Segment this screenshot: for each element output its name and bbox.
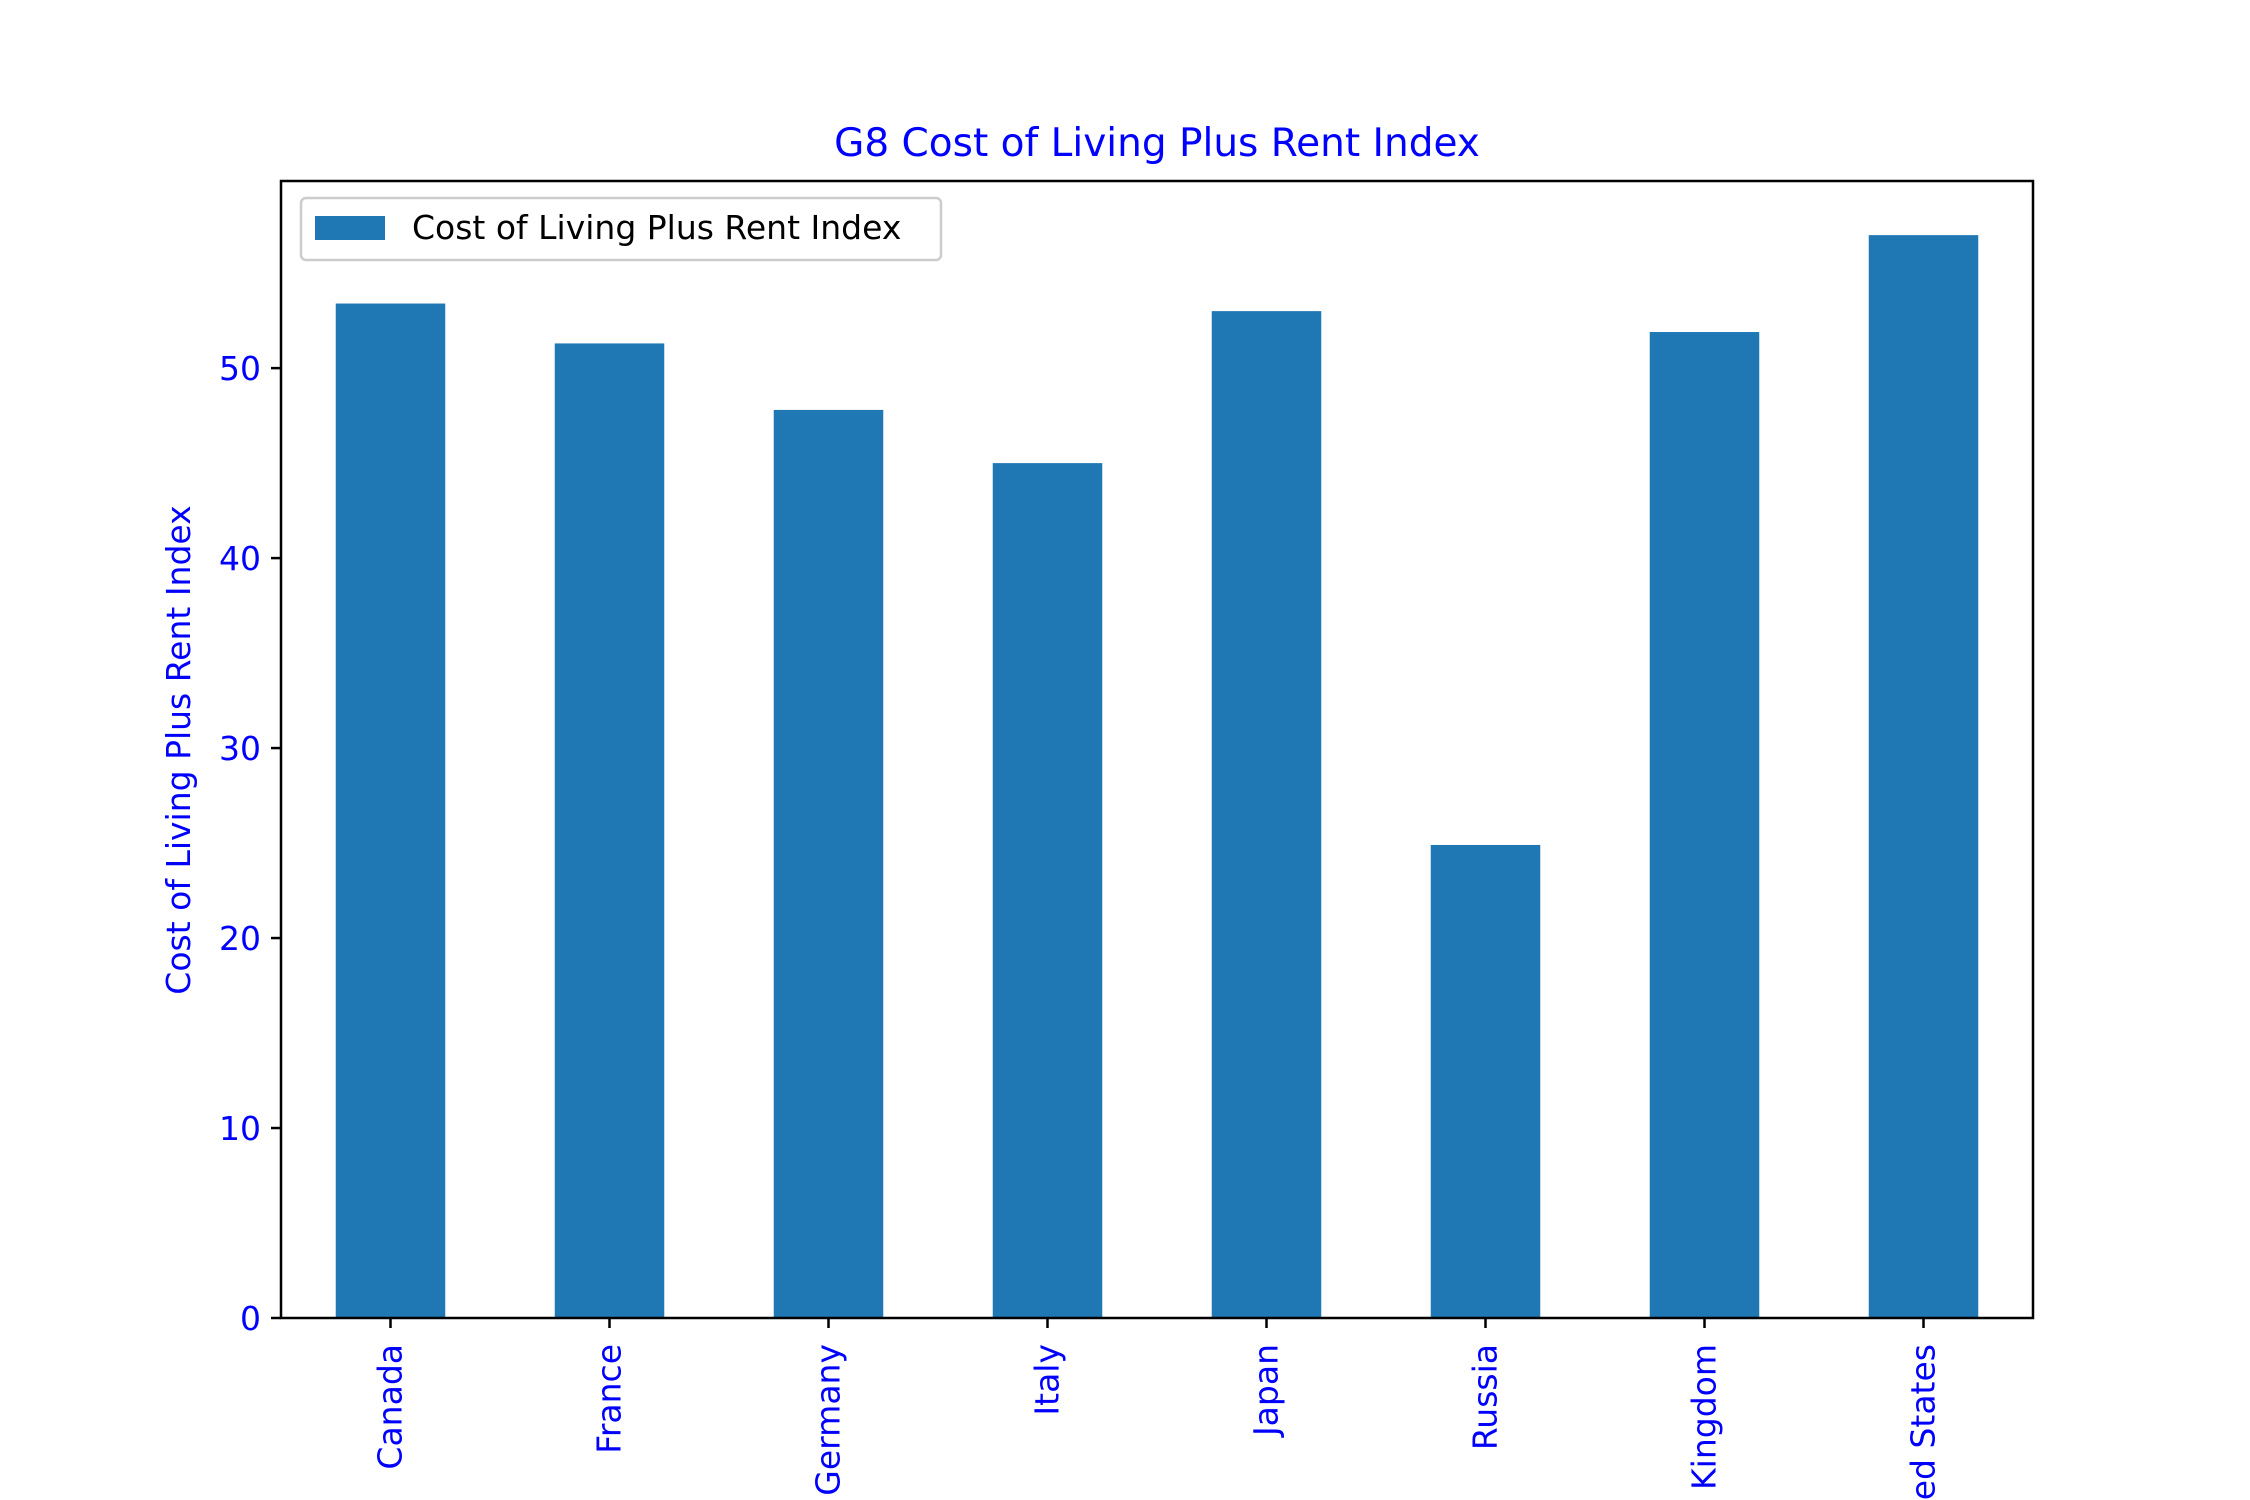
y-tick-label: 40: [219, 539, 261, 578]
x-tick-label: Kingdom: [1685, 1344, 1724, 1490]
x-tick-label: Italy: [1028, 1344, 1067, 1416]
x-axis: Canada France Germany Italy Japan Russia Kingd…: [371, 1318, 1943, 1500]
plot-area-frame: [279, 179, 2035, 1320]
y-axis-label: Cost of Living Plus Rent Index: [159, 505, 198, 994]
bars-group: [335, 235, 1979, 1319]
x-tick-label: France: [590, 1344, 629, 1454]
x-tick-label: Germany: [809, 1344, 848, 1496]
x-tick-label: Japan: [1247, 1344, 1286, 1438]
bar-japan: [1211, 311, 1322, 1319]
y-tick-label: 20: [219, 919, 261, 958]
bar-germany: [773, 409, 884, 1318]
x-tick-label: Canada: [371, 1344, 410, 1470]
bar-russia: [1430, 844, 1541, 1318]
bar-italy: [992, 463, 1103, 1318]
chart-title: G8 Cost of Living Plus Rent Index: [834, 121, 1480, 166]
y-tick-label: 50: [219, 349, 261, 388]
x-tick-label: ed States: [1904, 1344, 1943, 1500]
x-tick-label: Russia: [1466, 1344, 1505, 1450]
bar-kingdom: [1649, 332, 1760, 1318]
y-axis: 0 10 20 30 40 50: [219, 349, 281, 1338]
bar-ed-states: [1868, 235, 1979, 1319]
legend: Cost of Living Plus Rent Index: [299, 196, 943, 262]
y-tick-label: 10: [219, 1109, 261, 1148]
legend-swatch: [315, 216, 385, 240]
y-tick-label: 30: [219, 729, 261, 768]
legend-label: Cost of Living Plus Rent Index: [412, 208, 901, 247]
legend-box: [299, 196, 943, 262]
bar-france: [554, 343, 665, 1318]
y-tick-label: 0: [240, 1299, 261, 1338]
bar-canada: [335, 303, 446, 1319]
